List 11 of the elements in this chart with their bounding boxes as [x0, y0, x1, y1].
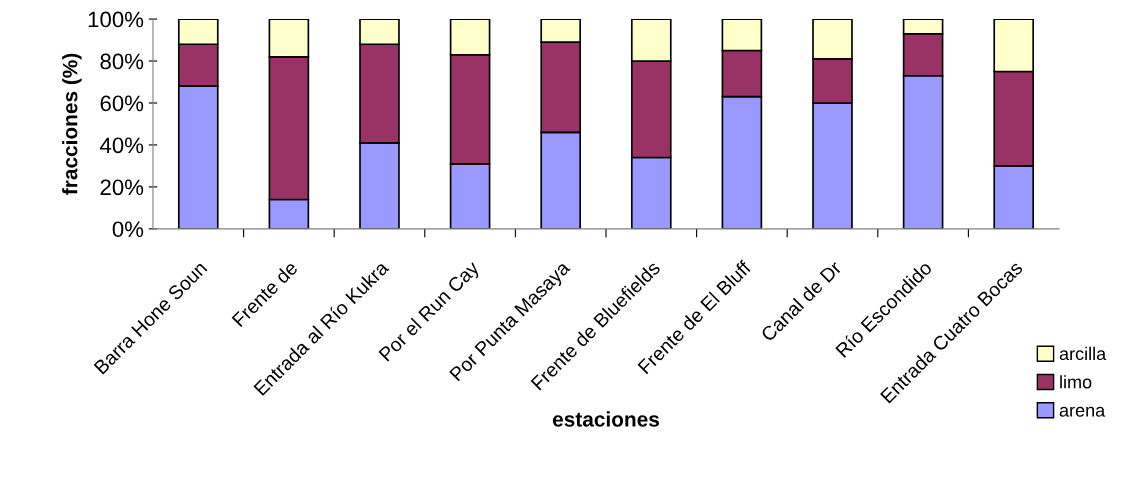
legend-label: arcilla: [1059, 346, 1107, 361]
x-axis-title: estaciones: [552, 411, 659, 427]
y-tick-label: 60%: [100, 95, 144, 112]
legend-label: arena: [1059, 406, 1106, 417]
legend-label: limo: [1060, 375, 1092, 389]
y-tick-label: 80%: [100, 53, 144, 70]
y-tick-label: 0%: [112, 221, 144, 238]
y-tick-label: 100%: [88, 11, 144, 28]
y-tick-label: 20%: [100, 179, 144, 196]
y-axis-title: fracciones (%): [62, 53, 82, 195]
y-tick-label: 40%: [99, 137, 144, 154]
